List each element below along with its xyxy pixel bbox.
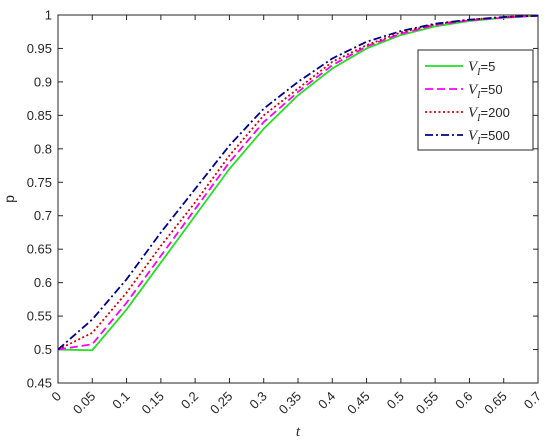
x-tick-label: 0.7 [521, 389, 544, 412]
x-axis-label: t [296, 424, 301, 440]
legend-label: VI=50 [468, 82, 503, 101]
x-tick-label: 0.3 [246, 389, 269, 412]
x-tick-label: 0.4 [315, 389, 338, 412]
x-tick-label: 0.55 [413, 389, 442, 418]
y-tick-label: 0.95 [27, 41, 52, 56]
x-tick-label: 0.25 [207, 389, 236, 418]
x-tick-label: 0.5 [384, 389, 407, 412]
y-tick-label: 0.45 [27, 376, 52, 391]
x-tick-label: 0.2 [178, 389, 201, 412]
legend-label: VI=5 [468, 59, 495, 78]
y-tick-label: 0.7 [34, 208, 52, 223]
x-tick-label: 0.65 [481, 389, 510, 418]
x-tick-label: 0.1 [109, 389, 132, 412]
plot-frame [57, 14, 539, 384]
y-tick-label: 0.5 [34, 342, 52, 357]
x-tick-label: 0.6 [452, 389, 475, 412]
y-tick-label: 0.8 [34, 141, 52, 156]
y-tick-label: 0.75 [27, 175, 52, 190]
series-line [57, 14, 539, 351]
y-tick-label: 1 [45, 8, 52, 23]
y-tick-label: 0.65 [27, 242, 52, 257]
legend-label: VI=200 [468, 105, 510, 124]
y-tick-label: 0.55 [27, 309, 52, 324]
x-tick-label: 0.45 [344, 389, 373, 418]
series-line [57, 14, 539, 351]
y-tick-label: 0.85 [27, 108, 52, 123]
y-tick-label: 0.6 [34, 275, 52, 290]
x-tick-label: 0.05 [70, 389, 99, 418]
x-tick-label: 0 [48, 389, 64, 405]
series-line [57, 14, 539, 352]
legend: VI=5 VI=50 VI=200 VI=500 [417, 49, 534, 151]
y-axis-label: p [1, 195, 17, 203]
legend-label: VI=500 [468, 128, 510, 147]
x-tick-label: 0.15 [138, 389, 167, 418]
y-tick-label: 0.9 [34, 74, 52, 89]
x-tick-label: 0.35 [276, 389, 305, 418]
